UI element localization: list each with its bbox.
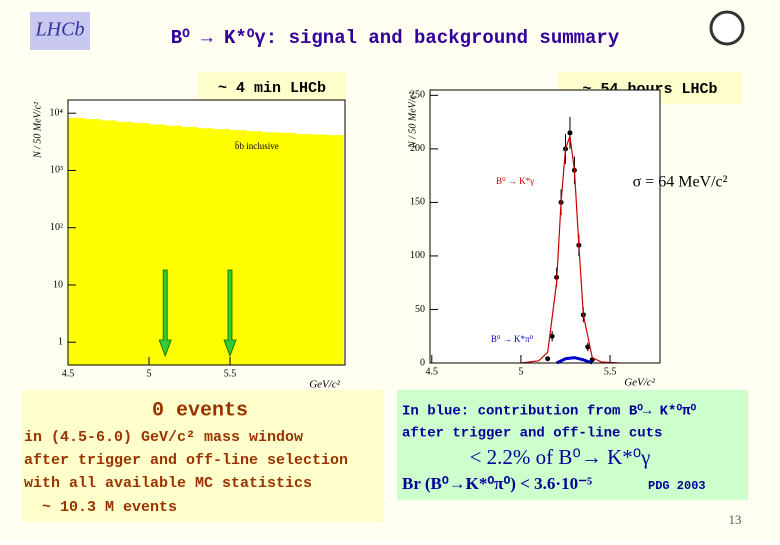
histogram-bar: [132, 122, 150, 366]
panel-line: with all available MC statistics: [24, 475, 312, 492]
histogram-bar: [262, 132, 279, 366]
data-point: [545, 356, 551, 362]
plot-area: [430, 90, 660, 363]
histogram-bar: [100, 120, 117, 366]
y-tick-label: 0: [420, 357, 425, 368]
window-marker: [223, 269, 237, 358]
histogram-bar: [197, 128, 215, 366]
histogram-bar: [278, 132, 296, 366]
y-tick-label: 100: [410, 250, 425, 261]
histogram-bar: [213, 129, 231, 366]
histogram-bar: [294, 133, 312, 366]
fit-line: [555, 356, 593, 365]
institute-logo: [709, 10, 745, 46]
histogram-bar: [181, 126, 198, 366]
histogram-bar: [326, 135, 344, 366]
y-tick-label: 10: [53, 279, 63, 290]
histogram-bar: [148, 124, 166, 366]
panel-result: < 2.2% of B⁰→ K*⁰γ: [470, 445, 651, 469]
y-tick-label: 50: [415, 304, 425, 315]
plot-frame: [429, 89, 661, 364]
x-tick-label: 5: [146, 368, 151, 379]
annotation: σ = 64 MeV/c²: [633, 174, 728, 191]
y-tick-label: 150: [410, 197, 425, 208]
plot-frame: [67, 99, 346, 366]
label-box: [198, 72, 346, 102]
fit-line: [520, 135, 620, 364]
logo-box: [30, 12, 90, 50]
y-tick-label: 10²: [50, 222, 63, 233]
y-tick-label: 10³: [50, 165, 63, 176]
right-panel: [397, 390, 748, 500]
panel-reference: PDG 2003: [648, 479, 706, 493]
panel-headline: 0 events: [152, 399, 248, 422]
annotation: B⁰ → K*γ: [496, 176, 534, 186]
x-tick-label: 4.5: [426, 366, 439, 377]
annotation: b̄b inclusive: [235, 141, 279, 151]
chart-title: ~ 4 min LHCb: [218, 80, 326, 97]
histogram-bar: [83, 119, 101, 366]
data-point: [585, 344, 591, 350]
histogram-bar: [245, 131, 263, 366]
y-axis-label: N / 50 MeV/c²: [32, 101, 43, 159]
histogram-bar: [164, 125, 182, 366]
y-tick-label: 250: [410, 90, 425, 101]
x-axis-label: GeV/c²: [624, 377, 655, 389]
histogram-bar: [116, 121, 134, 366]
histogram-bar: [229, 130, 247, 366]
x-tick-label: 5.5: [604, 366, 617, 377]
panel-line: in (4.5-6.0) GeV/c² mass window: [24, 429, 303, 446]
slide-title: B⁰ → K*⁰γ: signal and background summary: [171, 27, 620, 49]
y-axis-label: N / 50 MeV/c²: [407, 91, 418, 149]
x-tick-label: 4.5: [62, 368, 75, 379]
logo: LHCb: [35, 19, 85, 41]
histogram-bar: [310, 134, 328, 366]
x-axis-label: GeV/c²: [309, 379, 340, 391]
data-point: [567, 130, 573, 136]
annotation: B⁰ → K*π⁰: [491, 334, 534, 344]
page-number: 13: [729, 512, 742, 527]
data-point: [549, 333, 555, 339]
panel-line: after trigger and off-line selection: [24, 452, 348, 469]
y-tick-label: 1: [58, 337, 63, 348]
histogram-bar: [67, 117, 85, 366]
window-marker: [158, 269, 172, 358]
y-tick-label: 200: [410, 143, 425, 154]
panel-limit: Br (B⁰→K*⁰π⁰) < 3.6·10⁻⁵: [402, 474, 592, 493]
panel-line: In blue: contribution from B⁰→ K*⁰π⁰: [402, 404, 696, 420]
left-panel: [22, 390, 383, 522]
panel-line: ~ 10.3 M events: [42, 499, 177, 516]
x-tick-label: 5: [518, 366, 523, 377]
panel-line: after trigger and off-line cuts: [402, 426, 662, 442]
y-tick-label: 10⁴: [50, 107, 64, 118]
x-tick-label: 5.5: [224, 368, 237, 379]
